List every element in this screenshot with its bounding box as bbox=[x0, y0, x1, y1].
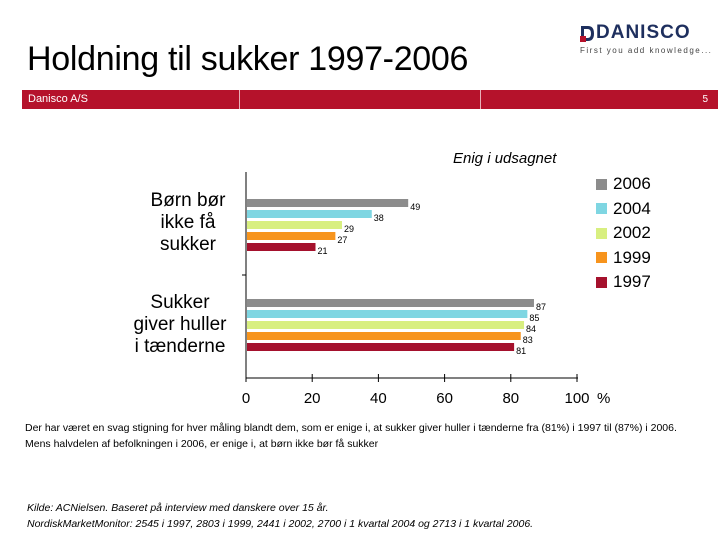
header-divider bbox=[480, 90, 481, 109]
bar-2006 bbox=[247, 299, 534, 307]
x-axis-unit: % bbox=[597, 390, 610, 407]
data-label: 29 bbox=[344, 224, 354, 234]
category-label-line: giver huller bbox=[133, 314, 227, 335]
data-label: 87 bbox=[536, 302, 546, 312]
legend-swatch bbox=[596, 203, 607, 215]
data-label: 38 bbox=[374, 213, 384, 223]
category-label-line: ikke få bbox=[160, 212, 216, 233]
source-note: Kilde: ACNielsen. Baseret på interview m… bbox=[27, 500, 717, 532]
bar-2002 bbox=[247, 221, 342, 229]
company-name: Danisco A/S bbox=[28, 93, 88, 105]
legend-label: 2002 bbox=[613, 223, 651, 243]
header-divider bbox=[239, 90, 240, 109]
bar-1999 bbox=[247, 332, 521, 340]
category-label-line: i tænderne bbox=[134, 336, 226, 357]
bar-1997 bbox=[247, 343, 515, 351]
category-label-line: sukker bbox=[160, 234, 216, 255]
logo-text: DANISCO bbox=[596, 22, 691, 43]
x-tick-label: 0 bbox=[242, 390, 250, 407]
legend-item-2002: 2002 bbox=[596, 221, 651, 246]
bar-2004 bbox=[247, 210, 372, 218]
legend-label: 2006 bbox=[613, 174, 651, 194]
header-bar: Danisco A/S 5 bbox=[22, 90, 718, 109]
logo-tagline: First you add knowledge... bbox=[580, 46, 713, 55]
data-label: 83 bbox=[523, 335, 533, 345]
legend-label: 1997 bbox=[613, 272, 651, 292]
legend-swatch bbox=[596, 276, 607, 288]
data-label: 21 bbox=[318, 246, 328, 256]
bar-2004 bbox=[247, 310, 528, 318]
bar-1999 bbox=[247, 232, 336, 240]
data-label: 49 bbox=[410, 202, 420, 212]
x-tick-label: 20 bbox=[304, 390, 321, 407]
data-label: 81 bbox=[516, 346, 526, 356]
bar-2002 bbox=[247, 321, 525, 329]
x-tick-label: 80 bbox=[502, 390, 519, 407]
category-label-line: Sukker bbox=[150, 292, 210, 313]
x-tick-label: 40 bbox=[370, 390, 387, 407]
legend-item-1997: 1997 bbox=[596, 270, 651, 295]
source-line: Kilde: ACNielsen. Baseret på interview m… bbox=[27, 502, 329, 514]
source-line: NordiskMarketMonitor: 2545 i 1997, 2803 … bbox=[27, 518, 534, 530]
legend-item-2004: 2004 bbox=[596, 197, 651, 222]
legend-swatch bbox=[596, 178, 607, 190]
slide-title: Holdning til sukker 1997-2006 bbox=[27, 40, 469, 78]
legend-label: 2004 bbox=[613, 198, 651, 218]
category-label-children: Børn bør ikke få sukker bbox=[138, 190, 238, 256]
legend-item-1999: 1999 bbox=[596, 246, 651, 271]
chart-legend: 2006 2004 2002 1999 1997 bbox=[596, 172, 651, 295]
legend-swatch bbox=[596, 227, 607, 239]
x-tick-label: 60 bbox=[436, 390, 453, 407]
danisco-mark-icon bbox=[580, 25, 594, 42]
legend-swatch bbox=[596, 252, 607, 264]
chart-title: Enig i udsagnet bbox=[453, 150, 557, 167]
category-label-line: Børn bør bbox=[150, 190, 226, 211]
legend-item-2006: 2006 bbox=[596, 172, 651, 197]
danisco-logo: DANISCO First you add knowledge... bbox=[580, 22, 713, 55]
bar-1997 bbox=[247, 243, 316, 251]
bar-2006 bbox=[247, 199, 409, 207]
page-number: 5 bbox=[702, 94, 708, 105]
category-label-teeth: Sukker giver huller i tænderne bbox=[122, 292, 238, 358]
logo-word: DANISCO bbox=[580, 22, 710, 44]
x-tick-label: 100 bbox=[564, 390, 589, 407]
data-label: 84 bbox=[526, 324, 536, 334]
legend-label: 1999 bbox=[613, 247, 651, 267]
description-text: Der har været en svag stigning for hver … bbox=[25, 422, 677, 450]
data-label: 85 bbox=[529, 313, 539, 323]
data-label: 27 bbox=[337, 235, 347, 245]
